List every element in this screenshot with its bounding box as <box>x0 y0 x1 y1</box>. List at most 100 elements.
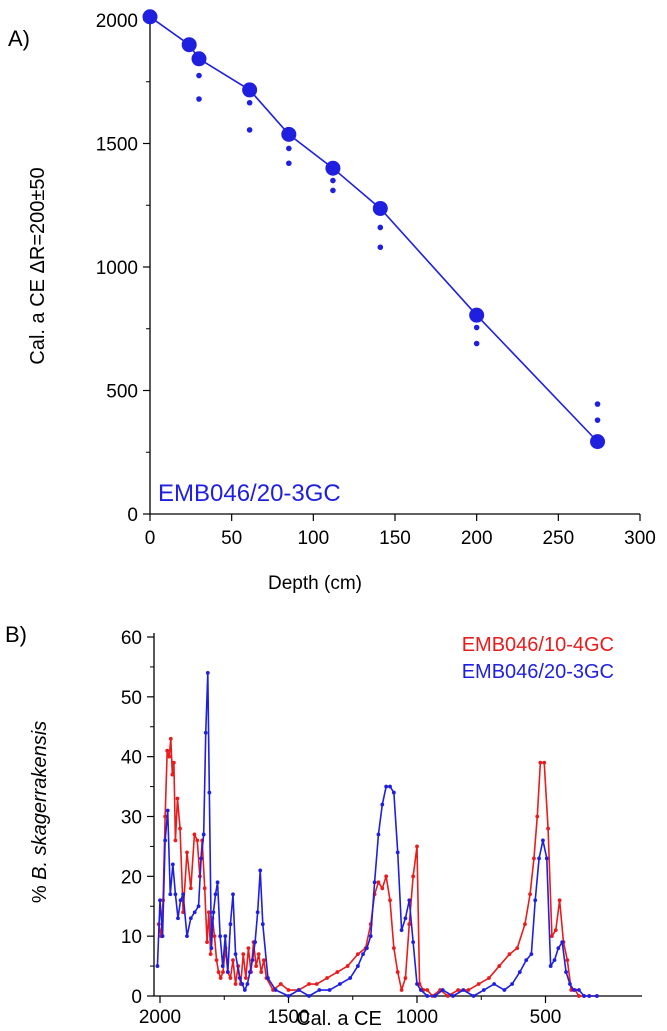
panel-b-legend: EMB046/10-4GC EMB046/20-3GC <box>462 634 614 683</box>
panel-b-x-axis-title: Cal. a CE <box>296 1008 382 1030</box>
panel-b-data-point <box>178 826 182 831</box>
panel-b-data-point <box>216 970 221 974</box>
panel-b-data-point <box>231 958 235 962</box>
panel-b-data-point <box>286 988 291 992</box>
panel-b-data-point <box>445 994 450 998</box>
panel-b-data-point <box>395 970 400 974</box>
panel-b-y-axis-title-species: B. skagerrakensis <box>29 721 51 880</box>
panel-a-error-dot <box>473 340 480 347</box>
panel-b-series-1 <box>155 671 599 998</box>
panel-b-data-point <box>165 808 170 813</box>
panel-b-y-tick-label: 20 <box>121 867 142 888</box>
panel-b-data-point <box>176 916 180 921</box>
panel-b-data-point <box>255 910 260 915</box>
panel-b-data-point <box>220 964 225 968</box>
panel-b-data-point <box>481 988 486 992</box>
panel-b-data-point <box>241 952 246 957</box>
panel-a-x-tick-label: 250 <box>542 528 574 549</box>
panel-a-x-tick-label: 100 <box>297 528 329 549</box>
panel-a-error-dot <box>594 417 601 423</box>
panel-b-data-point <box>425 988 430 992</box>
panel-b-data-point <box>403 916 408 921</box>
panel-b-data-point <box>261 958 266 962</box>
panel-b-data-point <box>577 988 581 992</box>
panel-b-data-point <box>233 952 238 957</box>
panel-b-data-point <box>171 760 176 765</box>
panel-a-data-point <box>181 37 197 53</box>
panel-b-series-line <box>157 737 597 997</box>
panel-b-data-point <box>242 988 247 992</box>
panel-b-data-point <box>497 964 502 968</box>
panel-b-label: B) <box>5 622 27 647</box>
panel-b-data-point <box>215 880 220 885</box>
panel-b-data-point <box>248 970 252 974</box>
panel-a-data-point <box>281 126 297 142</box>
panel-b-data-point <box>245 982 250 986</box>
panel-b-data-point <box>384 784 389 789</box>
panel-b-data-point <box>254 964 259 968</box>
panel-b-data-point <box>213 892 218 897</box>
panel-b-data-point <box>395 850 400 855</box>
panel-b-data-point <box>361 952 365 957</box>
panel-b-data-point <box>211 910 216 915</box>
panel-b-data-point <box>348 976 353 980</box>
panel-a-error-dot <box>286 145 292 152</box>
panel-b-data-point <box>199 856 204 861</box>
panel-b-data-point <box>517 970 522 974</box>
panel-b-data-point <box>163 838 168 843</box>
panel-b-data-point <box>415 982 419 986</box>
panel-b-data-point <box>560 940 565 945</box>
panel-b-data-point <box>418 988 423 992</box>
panel-b-data-point <box>246 946 251 951</box>
panel-a-x-tick-label: 50 <box>221 528 242 549</box>
panel-b-data-point <box>550 934 554 939</box>
panel-b-data-point <box>541 838 545 843</box>
panel-a-error-dot <box>246 127 253 133</box>
panel-b-data-point <box>537 856 541 861</box>
panel-b-y-axis-title: % B. skagerrakensis <box>29 721 51 903</box>
panel-b-data-point <box>228 922 233 927</box>
panel-b-y-tick-label: 50 <box>121 688 142 709</box>
panel-b-data-point <box>181 892 186 897</box>
panel-b-data-point <box>535 814 540 819</box>
panel-b-data-point <box>399 988 404 992</box>
panel-b-data-point <box>524 958 529 962</box>
panel-b-data-point <box>542 760 547 765</box>
panel-b-data-point <box>278 982 283 986</box>
panel-a-x-tick-label: 150 <box>379 528 411 549</box>
panel-b-data-point <box>223 934 228 939</box>
panel-b-data-point <box>163 814 168 819</box>
panel-b-data-point <box>368 934 373 939</box>
panel-b-data-point <box>170 862 175 867</box>
panel-b-data-point <box>167 754 172 759</box>
panel-a-data-point <box>325 160 341 176</box>
panel-b-data-point <box>207 790 212 795</box>
panel-a-data-point <box>142 9 158 25</box>
panel-b-data-point <box>208 952 213 957</box>
panel-a-error-dot <box>594 401 601 407</box>
panel-b-data-point <box>568 982 572 986</box>
panel-b-y-tick-label: 0 <box>131 987 142 1008</box>
panel-b-data-point <box>538 760 543 765</box>
panel-b-data-point <box>296 988 301 992</box>
panel-b-series <box>155 671 599 998</box>
panel-b-data-point <box>451 994 455 998</box>
panel-a-x-tick-label: 300 <box>624 528 656 549</box>
panel-b-ticks: 2000 1500 1000 500 0 10 20 30 40 50 60 <box>121 628 561 1028</box>
panel-b-data-point <box>425 994 430 998</box>
panel-b-data-point <box>233 982 238 986</box>
panel-b-data-point <box>391 790 396 795</box>
panel-b-data-point <box>218 934 223 939</box>
panel-a-label: A) <box>8 26 30 51</box>
panel-b-data-point <box>510 982 514 986</box>
panel-b-data-point <box>476 982 481 986</box>
panel-b-data-point <box>466 988 471 992</box>
panel-b-data-point <box>487 976 491 980</box>
panel-b-data-point <box>175 796 180 801</box>
panel-b-data-point <box>185 850 189 855</box>
panel-b-data-point <box>507 952 512 957</box>
panel-b-data-point <box>209 946 214 951</box>
panel-b-data-point <box>188 916 193 921</box>
panel-b-data-point <box>192 832 197 837</box>
